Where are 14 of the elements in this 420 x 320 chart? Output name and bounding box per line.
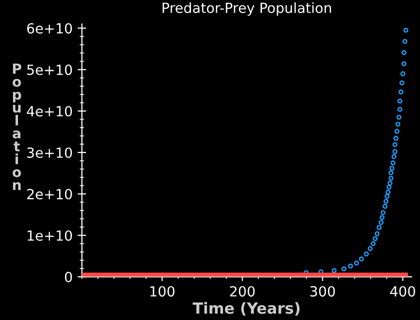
x-tick-label: 300 [310,286,335,297]
y-tick-label: 2e+10 [27,188,72,200]
x-tick-label: 100 [150,286,174,297]
x-tick-label: 400 [390,286,416,297]
y-tick-label: 0 [64,272,72,282]
x-axis-title: Time (Years) [192,302,300,316]
y-tick-label: 4e+10 [26,106,72,117]
text: Population [12,64,22,190]
x-tick-label: 200 [230,286,255,297]
y-tick-label: 1e+10 [28,230,72,241]
y-tick-label: 6e+10 [27,23,72,34]
chart-title: Predator-Prey Population [162,2,331,16]
y-tick-label: 3e+10 [27,147,72,158]
y-tick-label: 5e+10 [27,64,72,76]
